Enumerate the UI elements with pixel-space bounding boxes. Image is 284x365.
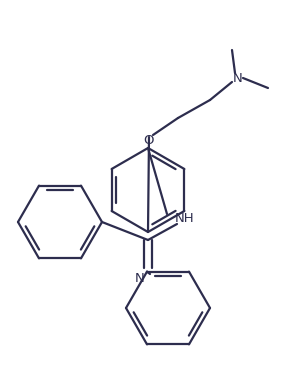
Text: NH: NH [175,211,195,224]
Text: N: N [233,72,243,85]
Text: N: N [134,272,144,285]
Text: O: O [143,134,153,146]
